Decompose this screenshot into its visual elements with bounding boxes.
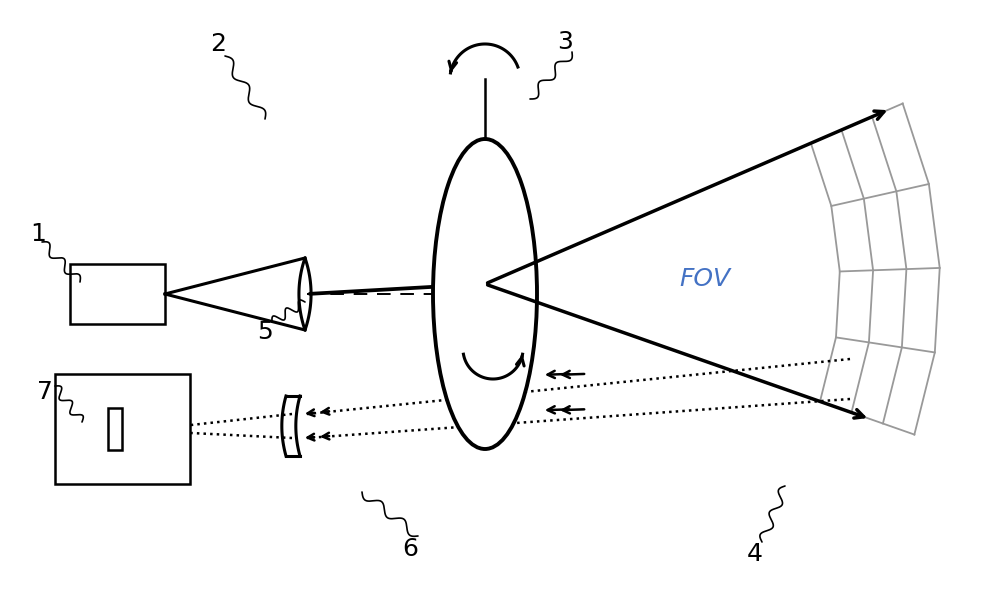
Text: 6: 6 [402,537,418,561]
Text: FOV: FOV [679,267,731,291]
Text: 5: 5 [257,320,273,344]
Ellipse shape [433,139,537,449]
Bar [55,374,190,484]
Text: 1: 1 [30,222,46,246]
Bar [70,264,165,324]
Text: 7: 7 [37,380,53,404]
Bar [108,408,122,450]
Text: 3: 3 [557,30,573,54]
Text: 2: 2 [210,32,226,56]
Text: 4: 4 [747,542,763,566]
